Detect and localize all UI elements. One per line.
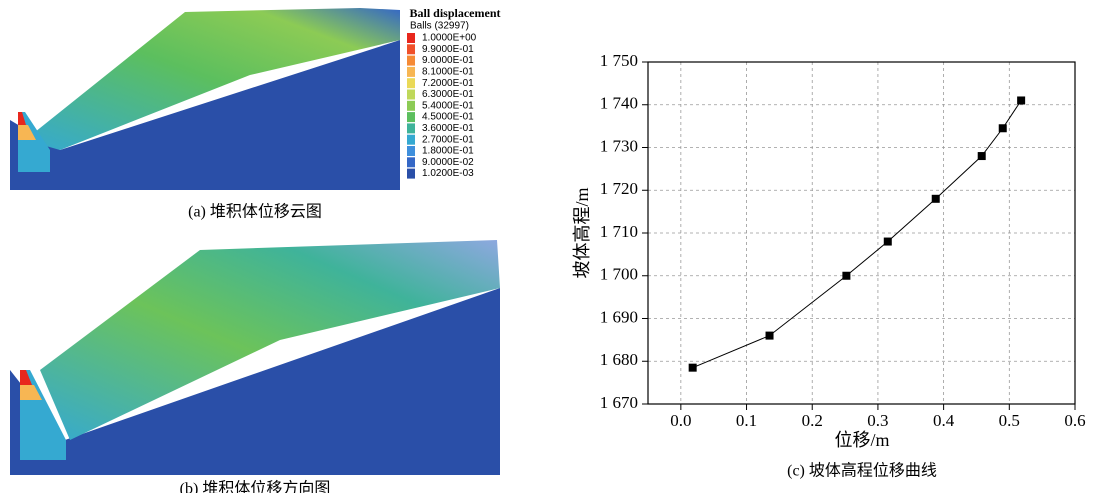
caption-b: (b) 堆积体位移方向图 [180, 480, 331, 493]
legend-label: 9.0000E-02 [422, 157, 474, 168]
legend-label: 7.2000E-01 [422, 78, 474, 89]
x-tick-label: 0.2 [802, 411, 823, 430]
legend-swatch [407, 33, 415, 43]
legend-swatch [407, 66, 415, 77]
legend-swatch [407, 44, 415, 55]
legend-label: 1.8000E-01 [422, 146, 474, 157]
y-tick-label: 1 740 [600, 94, 638, 113]
legend-swatch [407, 112, 415, 123]
legend-subtitle: Balls (32997) [410, 21, 469, 32]
legend-swatch [407, 134, 415, 145]
displacement-image-a [10, 8, 400, 190]
chart: 坡体高程/m 位移/m (c) 坡体高程位移曲线 1 670 1 680 1 690… [572, 51, 1086, 480]
direction-image-b [10, 240, 500, 475]
legend-swatch [407, 123, 415, 134]
legend-swatch [407, 157, 415, 168]
legend: 1.0000E+009.9000E-019.0000E-018.1000E-01… [407, 33, 477, 179]
data-point [883, 237, 892, 246]
legend-label: 2.7000E-01 [422, 134, 474, 145]
legend-label: 4.5000E-01 [422, 112, 474, 123]
legend-swatch [407, 55, 415, 66]
legend-swatch [407, 89, 415, 100]
legend-label: 9.0000E-01 [422, 55, 474, 66]
legend-label: 3.6000E-01 [422, 123, 474, 134]
x-axis-label: 位移/m [834, 430, 889, 450]
legend-swatch [407, 100, 415, 111]
chart-caption: (c) 坡体高程位移曲线 [787, 462, 937, 480]
data-point [765, 331, 774, 340]
caption-a: (a) 堆积体位移云图 [188, 203, 322, 221]
y-axis-label: 坡体高程/m [572, 187, 592, 278]
legend-label: 5.4000E-01 [422, 100, 474, 111]
x-tick-label: 0.5 [999, 411, 1020, 430]
data-point [931, 194, 940, 203]
data-point [998, 124, 1007, 133]
x-tick-label: 0.4 [933, 411, 955, 430]
legend-label: 1.0000E+00 [422, 33, 477, 44]
y-tick-label: 1 750 [600, 51, 638, 70]
data-point [842, 271, 851, 280]
y-tick-label: 1 720 [600, 179, 638, 198]
x-tick-label: 0.0 [670, 411, 691, 430]
data-point [688, 363, 697, 372]
legend-label: 8.1000E-01 [422, 67, 474, 78]
y-tick-label: 1 700 [600, 265, 638, 284]
y-tick-label: 1 690 [600, 307, 638, 326]
data-point [1017, 96, 1026, 105]
legend-label: 9.9000E-01 [422, 44, 474, 55]
legend-label: 1.0200E-03 [422, 168, 474, 179]
y-tick-label: 1 710 [600, 222, 638, 241]
data-point [977, 152, 986, 161]
legend-swatch [407, 78, 415, 89]
x-tick-label: 0.3 [867, 411, 888, 430]
legend-swatch [407, 146, 415, 156]
legend-swatch [407, 168, 415, 179]
y-tick-label: 1 680 [600, 350, 638, 369]
data-line [692, 100, 1022, 369]
plot-frame [647, 61, 1076, 405]
y-tick-label: 1 670 [600, 393, 638, 412]
y-tick-label: 1 730 [600, 136, 638, 155]
legend-label: 6.3000E-01 [422, 89, 474, 100]
legend-title: Ball displacement [409, 6, 500, 20]
x-tick-label: 0.6 [1064, 411, 1085, 430]
x-tick-label: 0.1 [736, 411, 757, 430]
